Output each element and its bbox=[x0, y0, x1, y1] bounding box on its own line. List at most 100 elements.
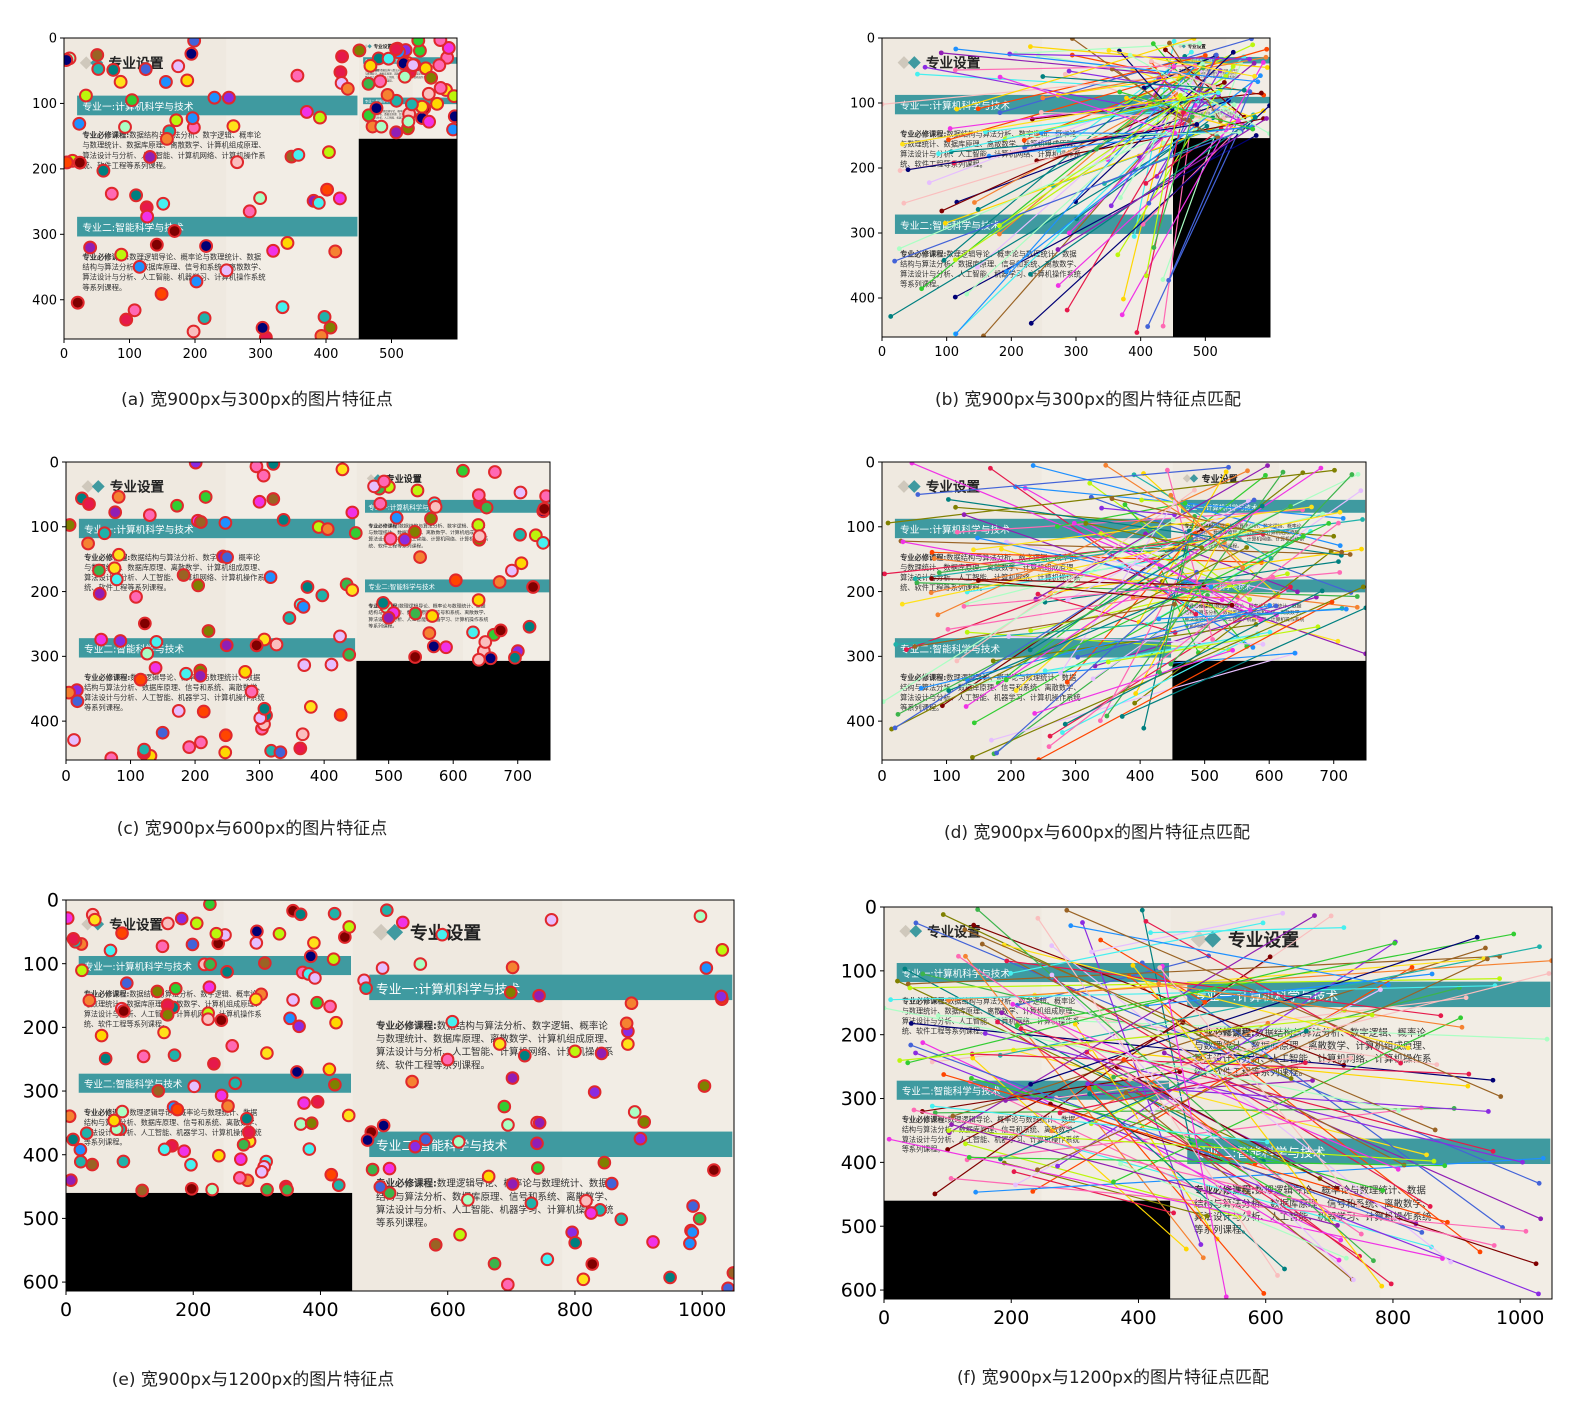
match-endpoint-b bbox=[1230, 64, 1236, 69]
match-line-d bbox=[1062, 633, 1259, 734]
keypoint-e bbox=[290, 1065, 304, 1079]
match-line-b bbox=[1147, 132, 1239, 327]
keypoint-e bbox=[621, 1037, 635, 1051]
match-line-f bbox=[1081, 922, 1202, 1245]
right-f-major2-line: 等系列课程。 bbox=[1194, 1224, 1251, 1236]
keypoint-a bbox=[64, 155, 74, 170]
keypoint-c bbox=[137, 742, 152, 757]
match-line-b bbox=[1117, 66, 1234, 256]
y-tick-label-e: 100 bbox=[23, 953, 59, 975]
left-d-banner-1-text: 专业一:计算机科学与技术 bbox=[900, 523, 1010, 536]
match-endpoint-f bbox=[1171, 1210, 1177, 1216]
match-endpoint-f bbox=[1341, 925, 1347, 930]
match-endpoint-f bbox=[1089, 949, 1095, 955]
match-endpoint-b bbox=[1119, 312, 1125, 318]
match-endpoint-b bbox=[1204, 123, 1210, 129]
match-endpoint-d bbox=[1168, 661, 1174, 667]
match-endpoint-d bbox=[1172, 601, 1177, 607]
keypoint-a bbox=[180, 73, 195, 88]
keypoint-c bbox=[539, 489, 550, 503]
match-endpoint-f bbox=[902, 966, 908, 972]
match-endpoint-d bbox=[1006, 634, 1012, 639]
keypoint-a bbox=[219, 263, 234, 278]
right-b-slide-title: 专业设置 bbox=[1188, 43, 1207, 50]
match-endpoint-f bbox=[1369, 1012, 1375, 1018]
x-tick-label-d: 300 bbox=[1061, 767, 1090, 785]
keypoint-a bbox=[184, 46, 199, 61]
x-tick-label-c: 700 bbox=[503, 767, 532, 785]
keypoint-a bbox=[226, 119, 241, 134]
match-endpoint-f bbox=[1459, 1024, 1465, 1030]
keypoint-a bbox=[424, 70, 439, 85]
keypoint-c bbox=[176, 568, 191, 582]
y-tick-label-f: 100 bbox=[841, 960, 877, 982]
keypoint-a bbox=[381, 51, 396, 66]
y-tick-label-b: 400 bbox=[850, 292, 875, 307]
match-endpoint-d bbox=[1336, 520, 1341, 526]
match-endpoint-f bbox=[1388, 1281, 1394, 1287]
keypoint-e bbox=[497, 1099, 512, 1114]
left-d-diamond-teal-icon bbox=[907, 480, 921, 493]
keypoint-c bbox=[471, 488, 486, 503]
match-endpoint-d bbox=[1226, 464, 1231, 470]
match-line-f bbox=[1051, 1022, 1269, 1132]
match-endpoint-f bbox=[1008, 970, 1014, 976]
match-endpoint-f bbox=[897, 1058, 903, 1063]
keypoint-a bbox=[129, 188, 144, 203]
keypoint-a bbox=[290, 68, 305, 83]
keypoint-a bbox=[446, 122, 457, 137]
keypoint-c bbox=[244, 684, 259, 699]
right-b-banner-1 bbox=[1177, 56, 1270, 64]
match-endpoint-b bbox=[1253, 133, 1259, 138]
match-endpoint-f bbox=[966, 1154, 972, 1160]
right-c-major1-line: 与数理统计、数据库原理、离散数学、计算机组成原理、 bbox=[368, 529, 488, 536]
keypoint-a bbox=[291, 147, 306, 162]
keypoint-c bbox=[148, 660, 163, 675]
match-line-b bbox=[966, 103, 1176, 295]
keypoint-a bbox=[187, 38, 202, 48]
match-endpoint-f bbox=[950, 1113, 956, 1119]
left-f-major2-line: 专业必修课程:数理逻辑导论、概率论与数理统计、数据 bbox=[902, 1115, 1075, 1124]
match-line-d bbox=[916, 582, 1358, 598]
match-endpoint-b bbox=[882, 101, 885, 107]
match-line-d bbox=[1005, 522, 1329, 681]
left-b-major1-line: 专业必修课程:数据结构与算法分析、数字逻辑、概率论 bbox=[900, 129, 1077, 138]
keypoint-c bbox=[479, 500, 494, 515]
match-endpoint-b bbox=[1250, 126, 1256, 132]
x-tick-label-d: 700 bbox=[1319, 767, 1348, 785]
left-e-major2-line: 专业必修课程:数理逻辑导论、概率论与数理统计、数据 bbox=[84, 1108, 257, 1117]
caption-a: (a) 宽900px与300px的图片特征点 bbox=[121, 390, 393, 410]
match-line-b bbox=[1143, 54, 1217, 89]
match-line-f bbox=[1120, 1163, 1347, 1259]
y-tick-label-b: 200 bbox=[850, 162, 875, 177]
match-endpoint-d bbox=[1359, 546, 1364, 552]
match-endpoint-d bbox=[954, 658, 960, 664]
match-endpoint-f bbox=[969, 1075, 974, 1081]
match-endpoint-f bbox=[1442, 1163, 1448, 1169]
match-endpoint-d bbox=[1199, 545, 1205, 551]
match-endpoint-f bbox=[1011, 1169, 1017, 1175]
match-endpoint-d bbox=[1170, 517, 1176, 523]
y-tick-label-d: 400 bbox=[846, 712, 875, 730]
match-endpoint-b bbox=[939, 208, 945, 214]
keypoint-a bbox=[96, 163, 111, 178]
keypoint-e bbox=[82, 993, 97, 1008]
match-endpoint-f bbox=[1064, 907, 1070, 913]
match-line-f bbox=[1089, 1093, 1285, 1270]
match-line-b bbox=[999, 98, 1185, 227]
match-line-b bbox=[1145, 128, 1222, 184]
right-a-major2-line: 结构与算法分析、数据库原理、信号和系统、离散数学、 bbox=[365, 112, 426, 116]
right-c-major1-line: 统、软件工程等系列课程。 bbox=[368, 542, 426, 549]
left-d-major1-line: 算法设计与分析、人工智能、计算机网络、计算机操作系 bbox=[900, 573, 1080, 582]
keypoint-e bbox=[413, 957, 428, 971]
keypoint-e bbox=[503, 985, 518, 1000]
right-e-major1-line: 与数理统计、数据库原理、离散数学、计算机组成原理、 bbox=[376, 1033, 614, 1045]
match-endpoint-f bbox=[1483, 945, 1488, 951]
y-tick-label-d: 200 bbox=[846, 583, 875, 601]
match-endpoint-b bbox=[1151, 245, 1157, 250]
match-endpoint-f bbox=[975, 907, 981, 912]
match-endpoint-b bbox=[1106, 48, 1112, 53]
keypoint-e bbox=[187, 1079, 202, 1094]
y-tick-label-a: 100 bbox=[32, 97, 57, 112]
